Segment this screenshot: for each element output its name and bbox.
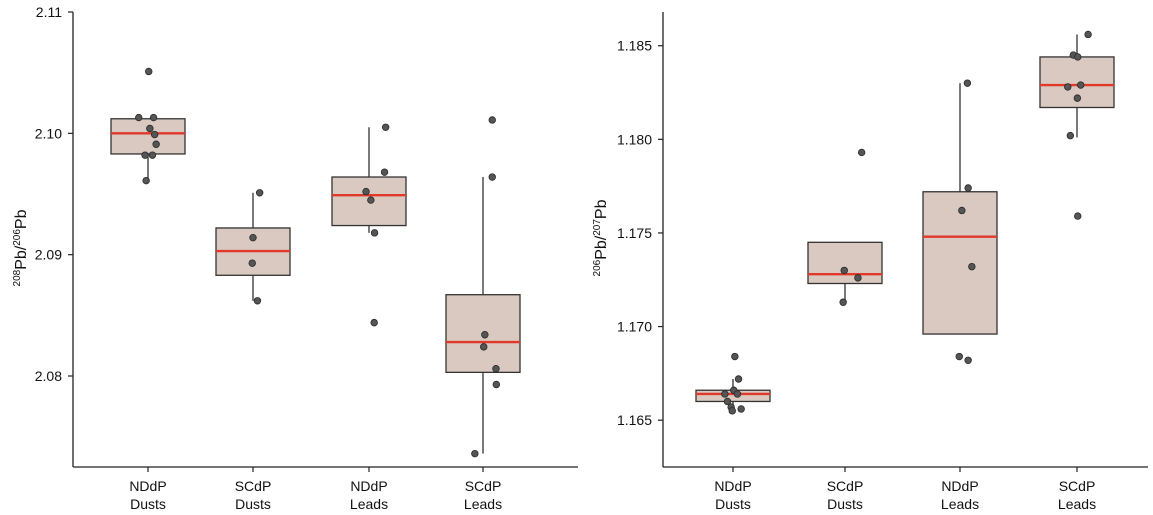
box [807,241,883,285]
data-point [964,356,972,364]
data-point [150,130,159,139]
data-point [492,380,501,389]
data-point [362,187,370,196]
data-point [142,176,150,185]
data-point [370,318,378,327]
data-point [734,375,743,383]
data-point [731,352,739,361]
y-tick-label: 2.10 [35,125,62,141]
data-point [480,343,488,351]
data-point [964,184,972,192]
x-tick-label: Leads [1058,496,1096,512]
data-point [381,123,390,131]
data-point [1074,53,1082,61]
y-tick-label: 1.180 [617,131,652,147]
data-point [839,298,847,306]
data-point [481,331,489,339]
x-tick-label: Leads [941,496,979,512]
data-point [955,352,963,361]
data-point [721,390,729,398]
box [110,118,186,155]
y-tick-label: 1.170 [617,319,652,335]
data-point [723,397,732,406]
y-axis-title: 208Pb/206Pb [12,209,30,286]
y-axis-title-part: Pb/ [593,235,610,260]
data-point [840,266,848,275]
data-point [1066,131,1075,140]
data-point [857,148,866,157]
x-tick-label: NDdP [350,478,387,494]
data-point [146,124,154,133]
data-point [488,173,496,181]
x-tick-label: NDdP [129,478,166,494]
data-point [1074,212,1082,220]
y-axis-title-part: 206 [592,259,603,276]
data-point [253,297,262,305]
x-tick-label: Dusts [130,496,166,512]
chart-panel-2: 1.165 1.170 1.175 1.180 1.185 NDdP Dusts SCdP Du… [592,12,1148,512]
x-tick-label: NDdP [714,478,751,494]
data-point [733,390,742,398]
x-tick-label: NDdP [941,478,978,494]
y-axis-title-part: 206 [12,229,23,246]
x-tick-label: SCdP [1059,478,1096,494]
data-point [135,113,143,122]
y-axis-title: 206Pb/207Pb [592,199,610,276]
data-point [1076,81,1085,89]
x-tick-label: Dusts [827,496,863,512]
data-point [471,449,479,458]
data-point [248,259,256,267]
data-point [958,206,966,215]
data-point [367,196,375,204]
data-point [488,116,496,124]
y-tick-label: 1.185 [617,38,652,54]
data-point [492,365,500,373]
x-tick-label: Leads [464,496,502,512]
y-tick-label: 2.11 [36,4,62,20]
data-point [370,229,379,237]
data-point [854,274,862,282]
data-point [1073,94,1082,102]
box [922,191,998,335]
data-point [145,67,153,76]
data-point [149,113,158,122]
y-tick-label: 1.175 [617,225,652,241]
data-point [728,407,736,415]
data-point [148,151,157,159]
data-point [968,262,976,271]
data-point [249,233,257,242]
chart-panel-1: 2.08 2.09 2.10 2.11 NDdP Dusts SCdP Dusts NDdP Le… [12,4,578,512]
data-point [141,151,149,159]
y-axis-title-part: 208 [12,269,23,286]
y-axis-title-part: 207 [592,219,603,236]
y-axis-title-part: Pb [13,209,30,229]
y-tick-label: 2.08 [35,368,62,384]
y-axis-title-part: Pb [593,199,610,219]
data-point [152,140,160,148]
x-tick-label: Leads [350,496,388,512]
y-tick-label: 2.09 [35,247,62,263]
x-tick-label: SCdP [235,478,272,494]
data-point [255,189,264,197]
data-point [963,79,972,87]
data-point [1084,30,1092,39]
x-tick-label: SCdP [827,478,864,494]
x-tick-label: SCdP [465,478,502,494]
x-tick-label: Dusts [235,496,271,512]
data-point [737,405,745,413]
y-tick-label: 1.165 [617,412,652,428]
y-axis-title-part: Pb/ [13,245,30,270]
data-point [380,168,389,176]
data-point [1064,83,1072,91]
x-tick-label: Dusts [715,496,751,512]
